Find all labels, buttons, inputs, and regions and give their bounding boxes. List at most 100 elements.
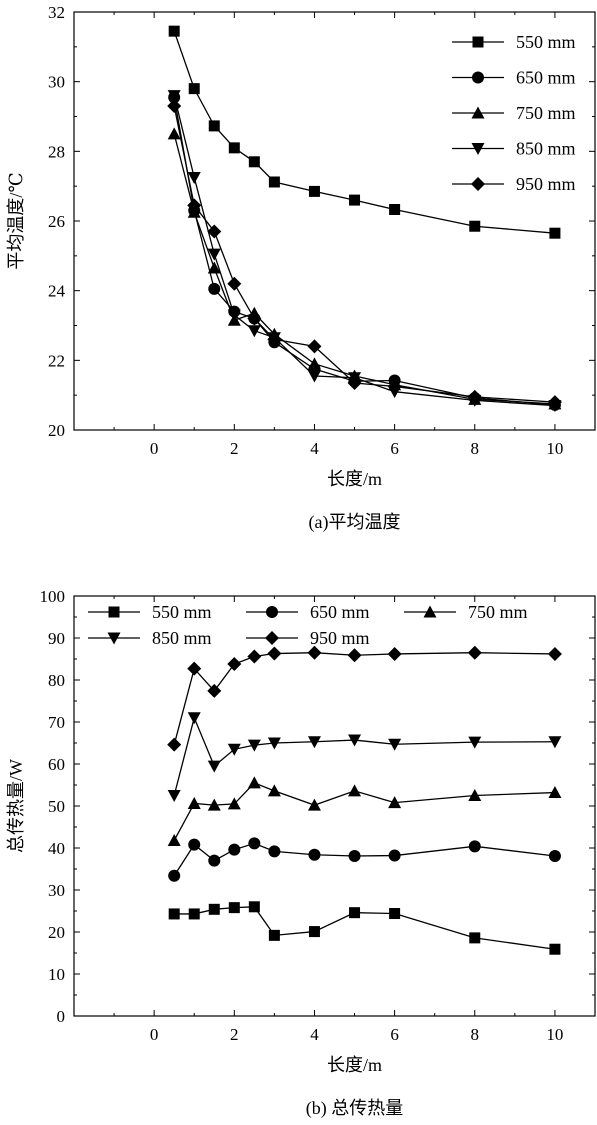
y-tick-label: 60 xyxy=(48,755,65,774)
data-point xyxy=(548,786,562,799)
y-tick-label: 32 xyxy=(48,3,65,22)
data-point xyxy=(228,902,240,914)
legend-entry: 950 mm xyxy=(246,628,370,648)
average-temperature-chart: 0 2 4 6 8 1020222426283032长度/m平均温度/℃(a)平均温度55… xyxy=(6,3,596,533)
data-point xyxy=(549,227,561,239)
legend-label: 950 mm xyxy=(516,174,576,194)
data-point xyxy=(207,760,221,773)
legend-entry: 850 mm xyxy=(452,139,576,159)
series-550-mm xyxy=(168,901,561,955)
data-point xyxy=(547,395,562,410)
data-point xyxy=(248,156,260,168)
y-tick-label: 50 xyxy=(48,797,65,816)
data-point xyxy=(167,90,181,103)
data-point xyxy=(207,798,221,811)
data-point xyxy=(248,837,261,850)
data-point xyxy=(268,929,280,941)
y-tick-label: 80 xyxy=(48,671,65,690)
data-point xyxy=(187,712,201,725)
data-point xyxy=(267,784,281,797)
data-point xyxy=(548,736,562,749)
data-point xyxy=(187,661,202,676)
data-point xyxy=(228,142,240,154)
x-tick-label: 6 xyxy=(390,439,399,458)
data-point xyxy=(168,869,181,882)
legend-label: 750 mm xyxy=(516,103,576,123)
figure-caption: (a)平均温度 xyxy=(309,512,401,533)
data-point xyxy=(469,932,481,944)
y-tick-label: 20 xyxy=(48,421,65,440)
series-950-mm xyxy=(167,99,562,410)
y-tick-label: 70 xyxy=(48,713,65,732)
legend-label: 650 mm xyxy=(516,68,576,88)
data-point xyxy=(167,790,181,802)
data-point xyxy=(387,646,402,661)
y-tick-label: 90 xyxy=(48,629,65,648)
data-point xyxy=(187,171,201,184)
data-point xyxy=(208,854,221,867)
y-tick-label: 40 xyxy=(48,839,65,858)
series-650-mm xyxy=(168,837,561,882)
data-point xyxy=(347,648,362,663)
legend-marker xyxy=(472,71,484,84)
x-tick-label: 10 xyxy=(546,1025,563,1044)
legend-marker xyxy=(107,632,121,645)
legend-entry: 750 mm xyxy=(404,602,528,622)
data-point xyxy=(268,176,280,188)
legend-marker xyxy=(471,143,485,155)
x-tick-label: 6 xyxy=(390,1025,399,1044)
legend-entry: 850 mm xyxy=(88,628,212,648)
data-point xyxy=(469,220,481,232)
data-point xyxy=(348,849,361,862)
data-point xyxy=(308,848,321,861)
legend-entry: 550 mm xyxy=(452,32,576,52)
series-850-mm xyxy=(167,712,562,802)
data-point xyxy=(247,649,262,664)
data-point xyxy=(467,645,482,660)
legend-entry: 650 mm xyxy=(452,68,576,88)
data-point xyxy=(307,736,321,749)
data-point xyxy=(307,370,321,383)
data-point xyxy=(227,797,241,810)
legend-label: 650 mm xyxy=(310,602,370,622)
y-tick-label: 100 xyxy=(40,587,66,606)
data-point xyxy=(267,646,282,661)
y-tick-label: 24 xyxy=(48,282,66,301)
legend-marker xyxy=(423,605,437,618)
legend-entry: 550 mm xyxy=(88,602,212,622)
data-point xyxy=(268,845,281,858)
data-point xyxy=(227,743,241,756)
y-tick-label: 0 xyxy=(57,1007,66,1026)
legend-marker xyxy=(108,606,120,618)
data-point xyxy=(227,276,242,291)
data-point xyxy=(308,926,320,938)
data-point xyxy=(167,833,181,846)
legend-label: 850 mm xyxy=(152,628,212,648)
data-point xyxy=(348,734,362,747)
legend-label: 550 mm xyxy=(152,602,212,622)
series-950-mm xyxy=(167,645,562,752)
legend-label: 950 mm xyxy=(310,628,370,648)
data-point xyxy=(308,185,320,197)
data-point xyxy=(167,127,181,140)
data-point xyxy=(167,99,182,114)
legend-entry: 750 mm xyxy=(452,103,576,123)
data-point xyxy=(388,738,402,751)
data-point xyxy=(228,843,241,856)
y-tick-label: 28 xyxy=(48,142,65,161)
legend-label: 750 mm xyxy=(468,602,528,622)
x-axis-label: 长度/m xyxy=(327,1055,382,1075)
data-point xyxy=(388,796,402,809)
x-tick-label: 2 xyxy=(230,1025,239,1044)
data-point xyxy=(348,784,362,797)
data-point xyxy=(468,736,482,749)
data-point xyxy=(547,646,562,661)
x-tick-label: 8 xyxy=(471,439,480,458)
data-point xyxy=(208,120,220,132)
data-point xyxy=(248,901,260,913)
y-tick-label: 30 xyxy=(48,881,65,900)
y-tick-label: 26 xyxy=(48,212,65,231)
data-point xyxy=(387,379,402,394)
data-point xyxy=(247,776,261,789)
data-point xyxy=(227,657,242,672)
